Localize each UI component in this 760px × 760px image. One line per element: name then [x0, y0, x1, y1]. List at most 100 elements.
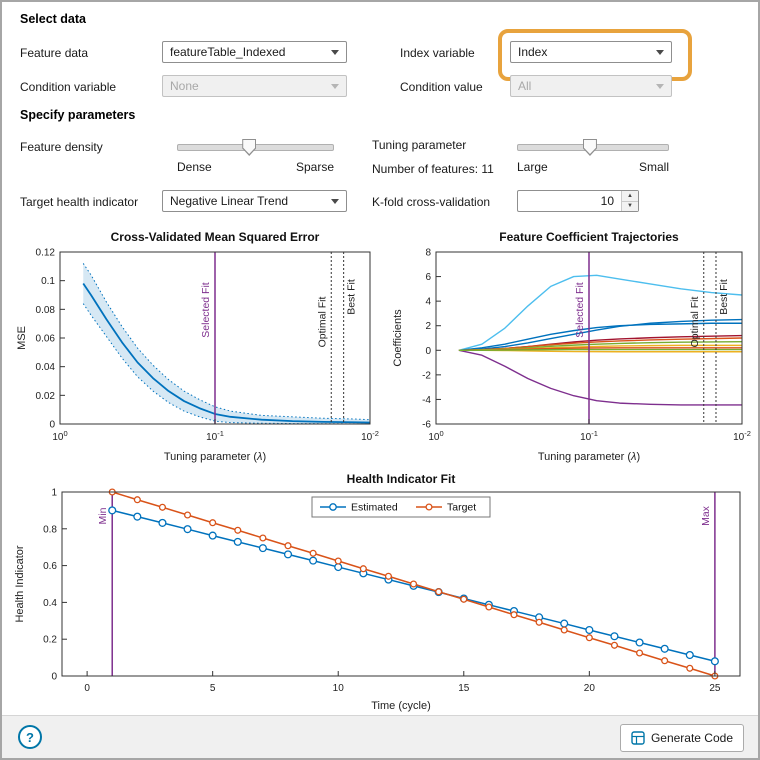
- target-health-indicator-label: Target health indicator: [20, 195, 139, 209]
- svg-text:MSE: MSE: [16, 326, 28, 350]
- generate-code-icon: [631, 731, 645, 745]
- index-variable-label: Index variable: [400, 46, 475, 60]
- coefficients-chart: Feature Coefficient Trajectories Selected…: [392, 230, 751, 463]
- svg-text:Best Fit: Best Fit: [346, 279, 358, 315]
- svg-text:0.12: 0.12: [36, 248, 56, 259]
- svg-text:Health Indicator: Health Indicator: [14, 545, 26, 622]
- svg-text:10-2: 10-2: [733, 429, 751, 443]
- kfold-value[interactable]: 10: [600, 194, 614, 208]
- svg-text:Best Fit: Best Fit: [718, 279, 730, 315]
- svg-text:10-1: 10-1: [206, 429, 224, 443]
- tuning-min-label: Large: [517, 160, 548, 174]
- svg-text:Optimal Fit: Optimal Fit: [316, 297, 328, 348]
- svg-text:0.2: 0.2: [43, 635, 57, 646]
- chevron-down-icon: [331, 49, 339, 55]
- svg-text:100: 100: [428, 429, 443, 443]
- svg-text:6: 6: [425, 272, 431, 283]
- feature-density-min-label: Dense: [177, 160, 212, 174]
- svg-text:0.02: 0.02: [36, 391, 56, 402]
- condition-variable-value: None: [170, 79, 199, 93]
- svg-text:Feature Coefficient Trajectori: Feature Coefficient Trajectories: [499, 230, 679, 244]
- target-health-indicator-value: Negative Linear Trend: [170, 194, 289, 208]
- chevron-down-icon: [656, 49, 664, 55]
- feature-density-label: Feature density: [20, 140, 103, 154]
- svg-text:Optimal Fit: Optimal Fit: [689, 297, 701, 348]
- target-health-indicator-dropdown[interactable]: Negative Linear Trend: [162, 190, 347, 212]
- index-variable-value: Index: [518, 45, 548, 59]
- svg-text:5: 5: [210, 683, 216, 694]
- feature-data-label: Feature data: [20, 46, 89, 60]
- svg-text:Min: Min: [97, 507, 109, 524]
- spinner-down-icon[interactable]: ▼: [622, 201, 638, 211]
- svg-text:0.08: 0.08: [36, 305, 56, 316]
- health-indicator-chart: Health Indicator Fit Min Max 0 0.2 0.4 0.6 0.8 1…: [14, 472, 741, 712]
- svg-text:100: 100: [52, 429, 67, 443]
- svg-text:Estimated: Estimated: [351, 502, 398, 514]
- svg-text:-2: -2: [422, 370, 431, 381]
- svg-text:0.8: 0.8: [43, 524, 57, 535]
- svg-text:Max: Max: [700, 505, 712, 526]
- svg-text:Selected Fit: Selected Fit: [574, 282, 586, 338]
- kfold-spinner[interactable]: 10 ▲ ▼: [517, 190, 639, 212]
- kfold-label: K-fold cross-validation: [372, 195, 491, 209]
- svg-text:0: 0: [51, 672, 57, 683]
- svg-text:20: 20: [584, 683, 596, 694]
- chevron-down-icon: [331, 83, 339, 89]
- svg-text:Target: Target: [447, 502, 476, 514]
- feature-density-max-label: Sparse: [295, 160, 334, 174]
- svg-text:Time (cycle): Time (cycle): [371, 700, 430, 712]
- tuning-parameter-label: Tuning parameter: [372, 138, 467, 152]
- svg-text:Cross-Validated Mean Squared E: Cross-Validated Mean Squared Error: [111, 230, 320, 244]
- tuning-parameter-slider[interactable]: [517, 138, 669, 157]
- svg-text:0: 0: [425, 346, 431, 357]
- index-variable-dropdown[interactable]: Index: [510, 41, 672, 63]
- svg-text:0.04: 0.04: [36, 362, 56, 373]
- condition-value-label: Condition value: [400, 80, 483, 94]
- mse-chart: Cross-Validated Mean Squared Error Select…: [16, 230, 379, 463]
- svg-text:10-2: 10-2: [361, 429, 379, 443]
- help-button[interactable]: ?: [18, 725, 42, 749]
- svg-text:8: 8: [425, 248, 431, 259]
- svg-text:10: 10: [333, 683, 345, 694]
- svg-text:0.06: 0.06: [36, 334, 56, 345]
- svg-text:10-1: 10-1: [580, 429, 598, 443]
- feature-data-dropdown[interactable]: featureTable_Indexed: [162, 41, 347, 63]
- svg-text:0.6: 0.6: [43, 561, 57, 572]
- svg-text:Coefficients: Coefficients: [392, 309, 404, 367]
- chevron-down-icon: [331, 198, 339, 204]
- number-of-features-text: Number of features: 11: [372, 162, 494, 176]
- svg-text:0.4: 0.4: [43, 598, 57, 609]
- specify-parameters-heading: Specify parameters: [20, 108, 136, 122]
- svg-text:15: 15: [458, 683, 470, 694]
- svg-text:Tuning parameter (λ): Tuning parameter (λ): [538, 451, 640, 463]
- footer-bar: ? Generate Code: [2, 715, 758, 758]
- svg-text:-4: -4: [422, 395, 431, 406]
- generate-code-label: Generate Code: [650, 731, 733, 745]
- svg-text:0: 0: [84, 683, 90, 694]
- select-data-heading: Select data: [20, 12, 87, 26]
- svg-text:Tuning parameter (λ): Tuning parameter (λ): [164, 451, 266, 463]
- condition-value-value: All: [518, 79, 532, 93]
- svg-text:Health Indicator Fit: Health Indicator Fit: [347, 472, 456, 486]
- svg-text:25: 25: [709, 683, 721, 694]
- svg-text:-6: -6: [422, 420, 431, 431]
- generate-code-button[interactable]: Generate Code: [619, 724, 744, 752]
- spinner-up-icon[interactable]: ▲: [622, 191, 638, 202]
- svg-text:Selected Fit: Selected Fit: [200, 282, 212, 338]
- condition-variable-label: Condition variable: [20, 80, 117, 94]
- slider-thumb[interactable]: [242, 139, 257, 156]
- tuning-max-label: Small: [638, 160, 669, 174]
- help-icon: ?: [26, 729, 34, 745]
- svg-text:2: 2: [425, 321, 431, 332]
- feature-density-slider[interactable]: [177, 138, 334, 157]
- chevron-down-icon: [656, 83, 664, 89]
- condition-variable-dropdown: None: [162, 75, 347, 97]
- svg-text:0: 0: [49, 420, 55, 431]
- svg-text:0.1: 0.1: [41, 276, 55, 287]
- condition-value-dropdown: All: [510, 75, 672, 97]
- feature-data-value: featureTable_Indexed: [170, 45, 286, 59]
- slider-thumb[interactable]: [582, 139, 597, 156]
- svg-text:4: 4: [425, 297, 431, 308]
- svg-text:1: 1: [51, 488, 57, 499]
